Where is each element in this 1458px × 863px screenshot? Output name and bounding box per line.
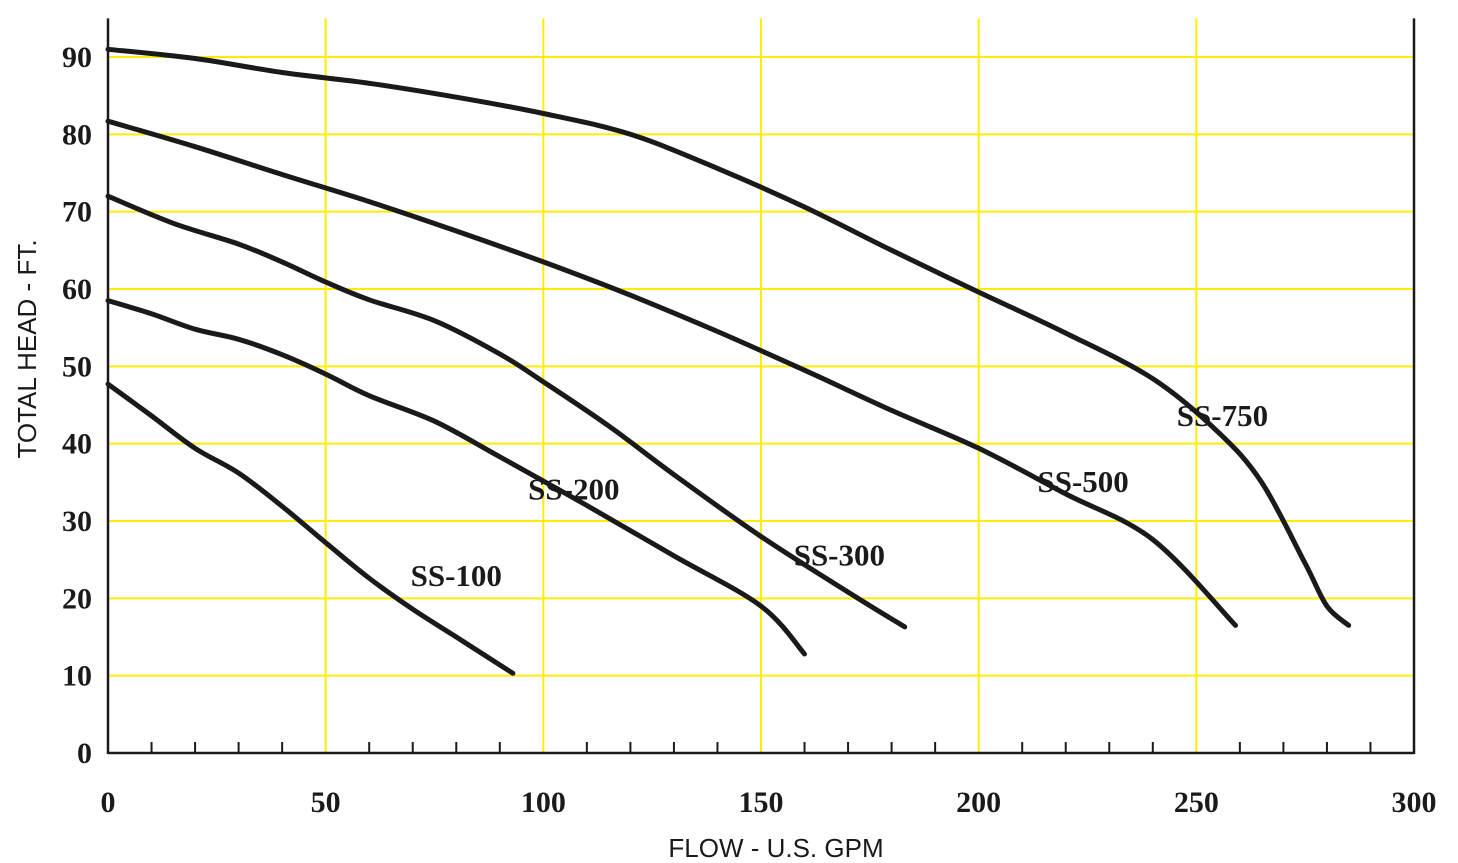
y-tick-label: 20	[62, 582, 92, 615]
x-tick-label: 50	[311, 786, 341, 819]
series-label-ss-300: SS-300	[794, 537, 885, 572]
x-tick-label: 300	[1392, 786, 1437, 819]
x-tick-label: 200	[956, 786, 1001, 819]
series-line-ss-300	[105, 193, 908, 630]
tick-label-layer: 0 50 100 150 200 250 300 0 10 20 30 40 50 60 70 80 90	[62, 41, 1437, 819]
y-tick-label: 40	[62, 428, 92, 461]
series-label-ss-500: SS-500	[1037, 464, 1128, 499]
y-tick-label: 60	[62, 273, 92, 306]
x-tick-label: 250	[1174, 786, 1219, 819]
grid-layer	[108, 18, 1415, 753]
y-tick-label: 70	[62, 196, 92, 229]
x-axis-title: FLOW - U.S. GPM	[668, 833, 883, 863]
series-label-ss-200: SS-200	[528, 472, 619, 507]
x-tick-label: 0	[101, 786, 116, 819]
x-tick-label: 150	[739, 786, 784, 819]
series-line-ss-100	[105, 381, 516, 676]
series-layer	[105, 46, 1352, 676]
y-axis-title: TOTAL HEAD - FT.	[12, 239, 42, 458]
y-tick-label: 10	[62, 660, 92, 693]
series-label-ss-100: SS-100	[411, 558, 502, 593]
label-layer: SS-100 SS-200 SS-300 SS-500 SS-750	[411, 398, 1268, 593]
series-line-ss-750	[105, 46, 1352, 628]
y-tick-label: 80	[62, 118, 92, 151]
y-tick-label: 50	[62, 350, 92, 383]
y-tick-label: 90	[62, 41, 92, 74]
x-tick-label: 100	[521, 786, 566, 819]
y-tick-label: 30	[62, 505, 92, 538]
series-line-ss-500	[105, 118, 1238, 628]
y-tick-label: 0	[77, 737, 92, 770]
series-line-ss-200	[105, 298, 807, 657]
series-label-ss-750: SS-750	[1177, 398, 1268, 433]
